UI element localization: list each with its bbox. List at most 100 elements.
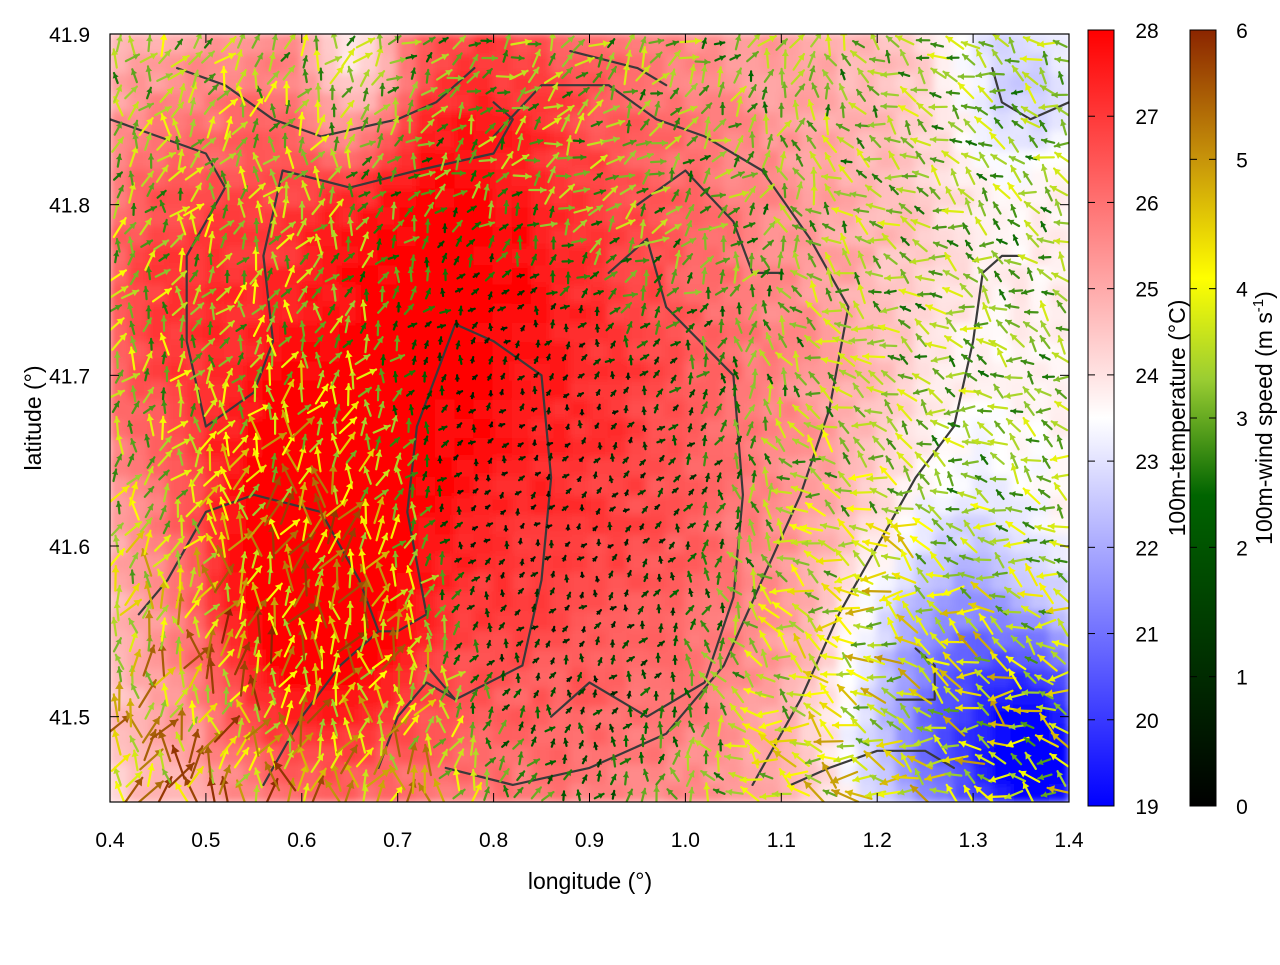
wind-colorbar-label-main: 100m-wind speed (m s <box>1251 312 1277 545</box>
temperature-cell <box>608 436 629 457</box>
temperature-cell <box>301 148 322 169</box>
temperature-cell <box>723 263 744 284</box>
temperature-cell <box>531 513 552 534</box>
temperature-cell <box>358 33 379 54</box>
temperature-cell <box>378 302 399 323</box>
y-tick-label: 41.6 <box>49 536 90 559</box>
x-tick-label: 1.4 <box>1054 829 1084 852</box>
temperature-cell <box>531 532 552 553</box>
temperature-cell <box>569 571 590 592</box>
temperature-cell <box>512 167 533 188</box>
temperature-cell <box>684 244 705 265</box>
temperature-cell <box>684 359 705 380</box>
temperature-cell <box>167 571 188 592</box>
temperature-cell <box>1030 417 1051 438</box>
temperature-cell <box>109 417 130 438</box>
temperature-cell <box>704 609 725 630</box>
temperature-cell <box>435 590 456 611</box>
temperature-cell <box>282 71 303 92</box>
temperature-cell <box>646 129 667 150</box>
x-tick-label: 0.9 <box>575 829 604 852</box>
temperature-cell <box>531 628 552 649</box>
temperature-cell <box>339 321 360 342</box>
temperature-cell <box>972 436 993 457</box>
temperature-cell <box>435 379 456 400</box>
temperature-cell <box>320 724 341 745</box>
x-axis-label: longitude (°) <box>528 868 652 894</box>
temperature-cell <box>704 283 725 304</box>
temperature-cell <box>704 417 725 438</box>
colorbar-tick-label: 20 <box>1135 710 1158 733</box>
temperature-cell <box>473 379 494 400</box>
temperature-cell <box>646 609 667 630</box>
x-tick-label: 1.2 <box>863 829 892 852</box>
temperature-cell <box>684 436 705 457</box>
temperature-cell <box>665 532 686 553</box>
temperature-cell <box>723 302 744 323</box>
temperature-cell <box>972 686 993 707</box>
temperature-cell <box>589 167 610 188</box>
temperature-cell <box>147 263 168 284</box>
temperature-cell <box>473 417 494 438</box>
temperature-cell <box>186 494 207 515</box>
temperature-cell <box>262 283 283 304</box>
temperature-cell <box>742 532 763 553</box>
temperature-cell <box>704 551 725 572</box>
temperature-cell <box>627 398 648 419</box>
temperature-cell <box>684 590 705 611</box>
temperature-cell <box>608 628 629 649</box>
temperature-cell <box>665 571 686 592</box>
temperature-cell <box>378 475 399 496</box>
temperature-cell <box>972 110 993 131</box>
temperature-cell <box>646 571 667 592</box>
wind-colorbar-label-superscript: -1 <box>1250 299 1267 312</box>
temperature-cell <box>934 283 955 304</box>
temperature-cell <box>608 283 629 304</box>
temperature-cell <box>895 686 916 707</box>
temperature-cell <box>109 321 130 342</box>
temperature-cell <box>473 359 494 380</box>
temperature-cell <box>953 551 974 572</box>
temperature-cell <box>109 724 130 745</box>
temperature-cell <box>109 609 130 630</box>
temperature-cell <box>320 379 341 400</box>
temperature-cell <box>934 71 955 92</box>
temperature-cell <box>991 225 1012 246</box>
temperature-cell <box>569 398 590 419</box>
temperature-cell <box>684 167 705 188</box>
y-tick-label: 41.5 <box>49 707 90 730</box>
temperature-cell <box>569 148 590 169</box>
temperature-cell <box>109 52 130 73</box>
temperature-cell <box>109 167 130 188</box>
y-tick-label: 41.7 <box>49 365 90 388</box>
temperature-cell <box>531 225 552 246</box>
temperature-cell <box>1030 551 1051 572</box>
temperature-cell <box>857 417 878 438</box>
temperature-cell <box>109 206 130 227</box>
temperature-cell <box>665 513 686 534</box>
temperature-cell <box>167 398 188 419</box>
y-tick-label: 41.8 <box>49 195 90 218</box>
temperature-cell <box>953 129 974 150</box>
colorbar-tick-label: 23 <box>1135 451 1158 474</box>
temperature-cell <box>589 417 610 438</box>
temperature-cell <box>799 187 820 208</box>
temperature-cell <box>473 763 494 784</box>
temperature-cell <box>224 225 245 246</box>
temperature-cell <box>569 340 590 361</box>
temperature-cell <box>589 571 610 592</box>
temperature-cell <box>397 187 418 208</box>
x-tick-label: 1.1 <box>767 829 796 852</box>
colorbar-tick-label: 26 <box>1135 192 1158 215</box>
temperature-cell <box>569 263 590 284</box>
temperature-cell <box>512 436 533 457</box>
temperature-cell <box>128 91 149 112</box>
y-tick-label: 41.9 <box>49 24 90 47</box>
temperature-cell <box>262 379 283 400</box>
x-tick-label: 0.5 <box>191 829 220 852</box>
temperature-cell <box>186 225 207 246</box>
temperature-cell <box>320 340 341 361</box>
temperature-cell <box>569 532 590 553</box>
